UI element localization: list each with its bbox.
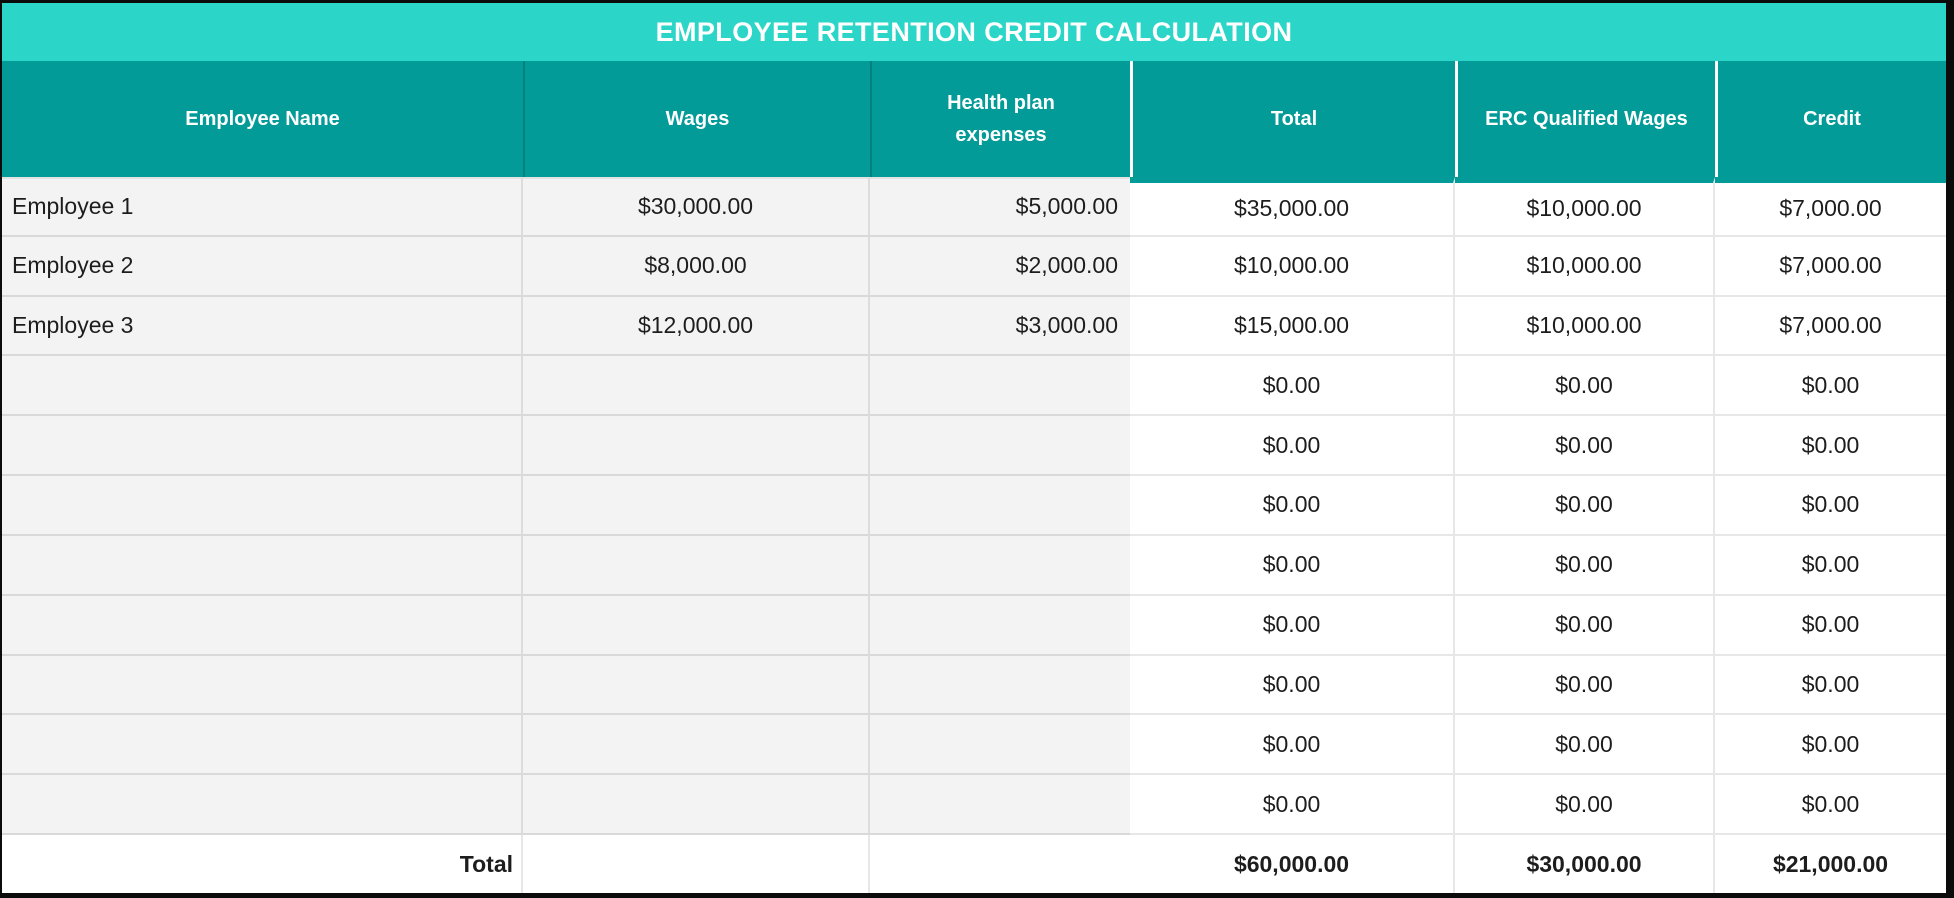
column-header-row: Employee Name Wages Health plan expenses… bbox=[2, 61, 1946, 177]
cell-erc-qualified-wages[interactable]: $0.00 bbox=[1455, 535, 1715, 596]
cell-credit[interactable]: $0.00 bbox=[1715, 356, 1946, 417]
cell-health-plan-expenses[interactable]: $3,000.00 bbox=[870, 296, 1130, 357]
cell-health-plan-expenses[interactable] bbox=[870, 356, 1130, 417]
cell-erc-qualified-wages[interactable]: $0.00 bbox=[1455, 595, 1715, 656]
cell-credit[interactable]: $7,000.00 bbox=[1715, 236, 1946, 297]
table-row: Employee 3 $12,000.00 $3,000.00 $15,000.… bbox=[2, 296, 1946, 357]
cell-health-plan-expenses[interactable]: $2,000.00 bbox=[870, 236, 1130, 297]
cell-health-plan-expenses[interactable] bbox=[870, 655, 1130, 716]
cell-employee-name[interactable]: Employee 3 bbox=[2, 296, 523, 357]
cell-total[interactable]: $0.00 bbox=[1130, 595, 1455, 656]
cell-health-plan-expenses[interactable]: $5,000.00 bbox=[870, 177, 1130, 237]
table-row: $0.00 $0.00 $0.00 bbox=[2, 476, 1946, 536]
cell-erc-qualified-wages[interactable]: $0.00 bbox=[1455, 416, 1715, 477]
cell-employee-name[interactable] bbox=[2, 535, 523, 596]
cell-employee-name[interactable] bbox=[2, 416, 523, 477]
cell-erc-qualified-wages[interactable]: $10,000.00 bbox=[1455, 236, 1715, 297]
column-header-employee-name: Employee Name bbox=[185, 108, 340, 130]
sheet-title: EMPLOYEE RETENTION CREDIT CALCULATION bbox=[655, 16, 1293, 47]
total-total-cell[interactable]: $60,000.00 bbox=[1130, 835, 1455, 893]
cell-health-plan-expenses[interactable] bbox=[870, 775, 1130, 835]
column-header-erc-qualified-wages: ERC Qualified Wages bbox=[1455, 61, 1715, 177]
cell-health-plan-expenses[interactable] bbox=[870, 476, 1130, 536]
cell-health-plan-expenses[interactable] bbox=[870, 595, 1130, 656]
cell-wages[interactable] bbox=[523, 416, 870, 477]
table-body: Employee 1 $30,000.00 $5,000.00 $35,000.… bbox=[2, 177, 1946, 835]
cell-employee-name[interactable] bbox=[2, 775, 523, 835]
cell-wages[interactable] bbox=[523, 356, 870, 417]
cell-erc-qualified-wages[interactable]: $0.00 bbox=[1455, 715, 1715, 776]
cell-credit[interactable]: $0.00 bbox=[1715, 775, 1946, 835]
cell-credit[interactable]: $0.00 bbox=[1715, 535, 1946, 596]
cell-wages[interactable]: $12,000.00 bbox=[523, 296, 870, 357]
cell-total[interactable]: $0.00 bbox=[1130, 655, 1455, 716]
cell-credit[interactable]: $0.00 bbox=[1715, 595, 1946, 656]
cell-credit[interactable]: $0.00 bbox=[1715, 655, 1946, 716]
cell-total[interactable]: $15,000.00 bbox=[1130, 296, 1455, 357]
column-header-credit: Credit bbox=[1715, 61, 1946, 177]
cell-wages[interactable] bbox=[523, 595, 870, 656]
table-row: $0.00 $0.00 $0.00 bbox=[2, 356, 1946, 417]
cell-total[interactable]: $0.00 bbox=[1130, 535, 1455, 596]
table-row: $0.00 $0.00 $0.00 bbox=[2, 416, 1946, 477]
cell-total[interactable]: $0.00 bbox=[1130, 476, 1455, 536]
cell-erc-qualified-wages[interactable]: $0.00 bbox=[1455, 476, 1715, 536]
total-erc-cell[interactable]: $30,000.00 bbox=[1455, 835, 1715, 893]
cell-credit[interactable]: $7,000.00 bbox=[1715, 296, 1946, 357]
cell-total[interactable]: $35,000.00 bbox=[1130, 177, 1455, 237]
cell-erc-qualified-wages[interactable]: $0.00 bbox=[1455, 775, 1715, 835]
cell-wages[interactable] bbox=[523, 655, 870, 716]
total-credit-cell[interactable]: $21,000.00 bbox=[1715, 835, 1946, 893]
cell-health-plan-expenses[interactable] bbox=[870, 535, 1130, 596]
cell-employee-name[interactable] bbox=[2, 356, 523, 417]
table-row: $0.00 $0.00 $0.00 bbox=[2, 595, 1946, 656]
cell-erc-qualified-wages[interactable]: $10,000.00 bbox=[1455, 296, 1715, 357]
column-header-total: Total bbox=[1130, 61, 1455, 177]
cell-employee-name[interactable] bbox=[2, 715, 523, 776]
cell-credit[interactable]: $0.00 bbox=[1715, 416, 1946, 477]
total-health-cell[interactable] bbox=[870, 835, 1130, 893]
cell-erc-qualified-wages[interactable]: $10,000.00 bbox=[1455, 177, 1715, 237]
cell-wages[interactable]: $30,000.00 bbox=[523, 177, 870, 237]
table-row: Employee 1 $30,000.00 $5,000.00 $35,000.… bbox=[2, 177, 1946, 237]
cell-wages[interactable]: $8,000.00 bbox=[523, 236, 870, 297]
column-header-wages: Wages bbox=[523, 61, 870, 177]
cell-health-plan-expenses[interactable] bbox=[870, 416, 1130, 477]
cell-health-plan-expenses[interactable] bbox=[870, 715, 1130, 776]
column-header-health-plan-expenses: Health plan expenses bbox=[870, 61, 1130, 177]
cell-erc-qualified-wages[interactable]: $0.00 bbox=[1455, 655, 1715, 716]
cell-total[interactable]: $0.00 bbox=[1130, 416, 1455, 477]
cell-credit[interactable]: $0.00 bbox=[1715, 476, 1946, 536]
total-wages-cell[interactable] bbox=[523, 835, 870, 893]
cell-employee-name[interactable]: Employee 1 bbox=[2, 177, 523, 237]
cell-employee-name[interactable] bbox=[2, 595, 523, 656]
total-row: Total $60,000.00 $30,000.00 $21,000.00 bbox=[2, 835, 1946, 893]
total-label-cell: Total bbox=[2, 835, 523, 893]
cell-credit[interactable]: $7,000.00 bbox=[1715, 177, 1946, 237]
cell-total[interactable]: $0.00 bbox=[1130, 715, 1455, 776]
cell-wages[interactable] bbox=[523, 775, 870, 835]
table-row: $0.00 $0.00 $0.00 bbox=[2, 655, 1946, 716]
cell-total[interactable]: $0.00 bbox=[1130, 775, 1455, 835]
table-row: $0.00 $0.00 $0.00 bbox=[2, 535, 1946, 596]
cell-employee-name[interactable] bbox=[2, 655, 523, 716]
cell-wages[interactable] bbox=[523, 535, 870, 596]
table-row: Employee 2 $8,000.00 $2,000.00 $10,000.0… bbox=[2, 236, 1946, 297]
cell-wages[interactable] bbox=[523, 476, 870, 536]
cell-credit[interactable]: $0.00 bbox=[1715, 715, 1946, 776]
cell-total[interactable]: $10,000.00 bbox=[1130, 236, 1455, 297]
table-row: $0.00 $0.00 $0.00 bbox=[2, 775, 1946, 835]
title-bar: EMPLOYEE RETENTION CREDIT CALCULATION bbox=[2, 3, 1946, 61]
table-row: $0.00 $0.00 $0.00 bbox=[2, 715, 1946, 776]
cell-erc-qualified-wages[interactable]: $0.00 bbox=[1455, 356, 1715, 417]
cell-employee-name[interactable] bbox=[2, 476, 523, 536]
cell-total[interactable]: $0.00 bbox=[1130, 356, 1455, 417]
cell-employee-name[interactable]: Employee 2 bbox=[2, 236, 523, 297]
cell-wages[interactable] bbox=[523, 715, 870, 776]
